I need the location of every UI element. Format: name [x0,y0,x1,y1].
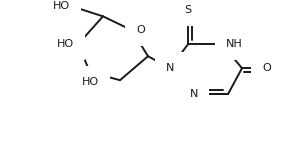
Text: N: N [166,63,174,73]
Text: HO: HO [57,39,74,49]
Text: HO: HO [53,1,70,11]
Text: N: N [190,89,198,99]
Text: NH: NH [226,39,243,49]
Text: HO: HO [81,77,98,87]
Text: O: O [262,63,271,73]
Text: O: O [136,25,145,35]
Text: S: S [184,5,192,15]
